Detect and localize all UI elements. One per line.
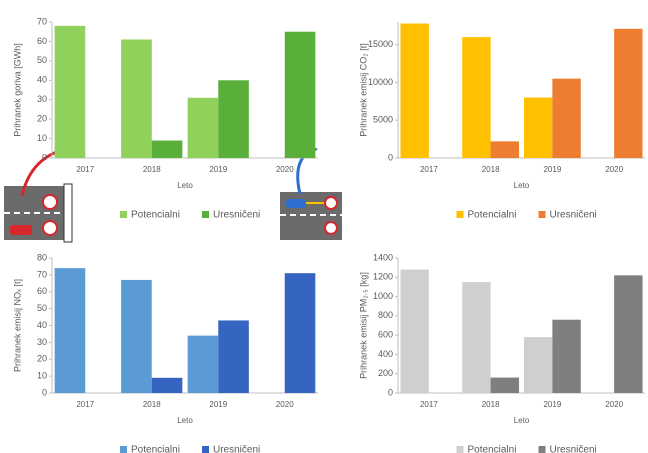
bar: [54, 25, 86, 159]
x-tick-label: 2017: [420, 400, 438, 409]
x-tick-label: 2018: [482, 165, 500, 174]
y-tick-label: 1400: [373, 252, 393, 262]
legend-label: Potencialni: [468, 445, 517, 453]
bar: [614, 28, 643, 158]
y-tick-label: 400: [378, 349, 393, 359]
y-tick-label: 600: [378, 330, 393, 340]
x-tick-label: 2020: [605, 165, 623, 174]
bar: [400, 269, 429, 393]
bar: [400, 23, 429, 159]
x-tick-label: 2018: [482, 400, 500, 409]
legend-swatch: [120, 211, 127, 218]
legend-swatch: [538, 446, 546, 453]
x-tick-label: 2020: [276, 400, 294, 409]
y-tick-label: 70: [37, 269, 47, 279]
x-tick-label: 2019: [209, 400, 227, 409]
x-axis-label: Leto: [177, 416, 193, 425]
bar: [284, 31, 316, 158]
x-tick-label: 2019: [209, 165, 227, 174]
bar: [552, 78, 581, 158]
legend-swatch: [202, 211, 209, 218]
y-tick-label: 0: [388, 387, 393, 397]
legend-swatch: [456, 211, 464, 218]
legend-label: Uresničeni: [550, 210, 597, 221]
legend-label: Potencialni: [131, 210, 180, 221]
y-tick-label: 800: [378, 310, 393, 320]
legend-swatch: [456, 446, 464, 453]
legend-label: Potencialni: [131, 445, 180, 453]
y-tick-label: 30: [37, 337, 47, 347]
y-tick-label: 50: [37, 303, 47, 313]
x-axis-label: Leto: [177, 181, 193, 190]
road-icon-left: [4, 146, 73, 243]
bar: [54, 268, 86, 393]
legend-label: Uresničeni: [213, 210, 260, 221]
bar: [218, 320, 249, 393]
y-tick-label: 40: [37, 320, 47, 330]
bar: [218, 80, 249, 158]
y-tick-label: 30: [37, 94, 47, 104]
y-tick-label: 60: [37, 36, 47, 46]
y-tick-label: 20: [37, 114, 47, 124]
y-tick-label: 10: [37, 133, 47, 143]
legend-label: Uresničeni: [213, 445, 260, 453]
x-tick-label: 2020: [605, 400, 623, 409]
y-tick-label: 10000: [368, 77, 393, 87]
bar: [121, 39, 152, 158]
bar: [187, 335, 219, 393]
x-tick-label: 2019: [543, 400, 561, 409]
legend-label: Potencialni: [468, 210, 517, 221]
y-tick-label: 50: [37, 55, 47, 65]
y-tick-label: 200: [378, 368, 393, 378]
y-tick-label: 15000: [368, 39, 393, 49]
y-tick-label: 10: [37, 371, 47, 381]
bar: [462, 282, 491, 393]
y-tick-label: 1000: [373, 291, 393, 301]
bar: [284, 273, 316, 393]
y-axis-label: Prihranek emisij CO₂ [t]: [358, 43, 368, 137]
y-tick-label: 5000: [373, 115, 393, 125]
y-tick-label: 0: [42, 152, 47, 162]
legend-label: Uresničeni: [550, 445, 597, 453]
bar: [523, 97, 553, 158]
bar: [121, 279, 152, 393]
legend-swatch: [120, 446, 127, 453]
y-tick-label: 1200: [373, 272, 393, 282]
bar: [614, 275, 643, 393]
x-tick-label: 2017: [76, 165, 94, 174]
x-axis-label: Leto: [514, 181, 530, 190]
y-tick-label: 80: [37, 252, 47, 262]
x-tick-label: 2017: [420, 165, 438, 174]
y-tick-label: 60: [37, 286, 47, 296]
y-axis-label: Prihranek emisij PM₂.₅ [kg]: [358, 272, 368, 379]
x-tick-label: 2017: [76, 400, 94, 409]
y-axis-label: Prihranek goriva [GWh]: [12, 43, 22, 137]
x-tick-label: 2019: [543, 165, 561, 174]
y-axis-label: Prihranek emisij NOₓ [t]: [12, 279, 22, 372]
y-tick-label: 20: [37, 354, 47, 364]
bar: [552, 319, 581, 393]
x-axis-label: Leto: [514, 416, 530, 425]
bar: [151, 377, 183, 393]
y-tick-label: 40: [37, 75, 47, 85]
bar: [490, 141, 520, 158]
legend-swatch: [202, 446, 209, 453]
x-tick-label: 2018: [143, 165, 161, 174]
bar: [523, 337, 553, 393]
bar: [490, 377, 520, 393]
bar: [151, 140, 183, 158]
x-tick-label: 2018: [143, 400, 161, 409]
y-tick-label: 0: [42, 387, 47, 397]
legend-swatch: [538, 211, 546, 218]
x-tick-label: 2020: [276, 165, 294, 174]
y-tick-label: 70: [37, 16, 47, 26]
bar: [462, 37, 491, 158]
road-icon-right: [280, 145, 342, 240]
y-tick-label: 0: [388, 152, 393, 162]
bar: [187, 97, 219, 158]
